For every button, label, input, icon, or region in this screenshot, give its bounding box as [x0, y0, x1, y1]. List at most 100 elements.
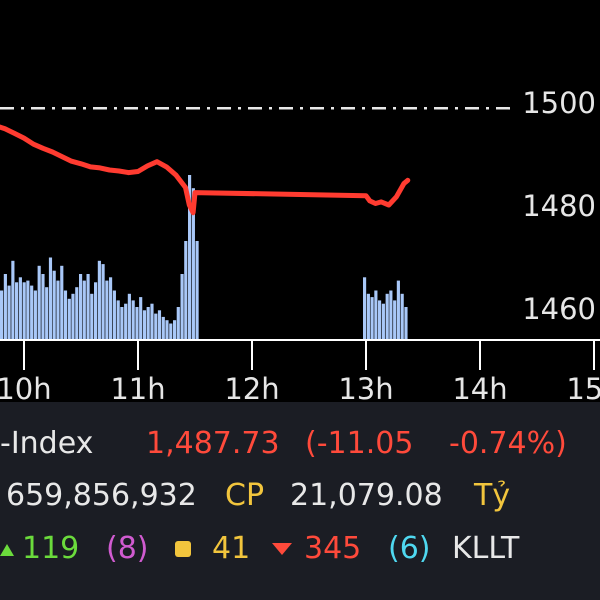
index-change-pct: -0.74%) [449, 426, 567, 461]
volume-bar [18, 277, 22, 340]
volume-bar [37, 265, 41, 341]
declining-count: 345 [304, 531, 362, 566]
volume-bar [176, 307, 180, 340]
total-value: 21,079.08 [290, 478, 443, 513]
volume-bars [0, 175, 408, 341]
index-change: (-11.05 [305, 426, 414, 461]
index-name: -Index [0, 426, 94, 461]
volume-bar [150, 303, 154, 340]
volume-bar [131, 300, 135, 340]
volume-bar [30, 285, 34, 340]
x-tick-label: 14h [452, 372, 507, 402]
volume-bar [169, 323, 173, 340]
index-line-down [0, 124, 411, 216]
volume-bar [90, 293, 94, 340]
x-axis-labels: 10h 11h 12h 13h 14h 15h [0, 372, 600, 402]
volume-bar [374, 290, 378, 340]
y-tick-label: 1500 [522, 86, 596, 120]
volume-bar [142, 310, 147, 340]
volume-bar [82, 280, 86, 340]
volume-bar [63, 290, 68, 340]
x-tick-label: 10h [0, 372, 52, 402]
volume-bar [404, 307, 408, 340]
x-tick-label: 15h [566, 372, 600, 402]
up-triangle-icon [0, 544, 14, 556]
volume-bar [173, 320, 177, 340]
volume-bar [139, 297, 143, 340]
volume-bar [112, 290, 116, 340]
volume-bar [195, 241, 199, 340]
volume-unit: CP [225, 478, 265, 513]
volume-bar [396, 280, 400, 340]
volume-bar [381, 303, 385, 340]
total-volume: 659,856,932 [6, 478, 197, 513]
advancing-count: 119 [22, 531, 80, 566]
down-triangle-icon [272, 543, 292, 555]
volume-bar [165, 320, 169, 340]
volume-bar [393, 300, 397, 340]
y-tick-label: 1480 [522, 189, 596, 223]
volume-bar [48, 257, 53, 340]
volume-bar [101, 264, 105, 340]
y-tick-label: 1460 [522, 292, 596, 326]
volume-bar [22, 282, 26, 341]
volume-bar [7, 285, 11, 340]
volume-bar [120, 307, 124, 340]
volume-bar [3, 274, 7, 340]
volume-bar [389, 290, 393, 340]
floor-count: (6) [388, 531, 431, 566]
index-price: 1,487.73 [146, 426, 280, 461]
volume-bar [0, 290, 4, 340]
unchanged-square-icon [175, 541, 191, 557]
volume-bar [127, 293, 131, 340]
volume-bar [15, 282, 19, 341]
x-tick-label: 11h [110, 372, 165, 402]
volume-bar [11, 260, 15, 340]
index-price-row: -Index 1,487.73 (-11.05 -0.74%) [0, 424, 600, 464]
volume-bar [370, 297, 374, 340]
volume-bar [146, 307, 150, 340]
market-breadth-row: 119 (8) 41 345 (6) KLLT [0, 529, 600, 569]
volume-bar [26, 280, 30, 340]
x-axis-ticks [23, 340, 595, 370]
volume-bar [161, 316, 165, 340]
volume-bar [154, 313, 158, 340]
volume-bar [33, 290, 37, 340]
volume-bar [41, 274, 45, 340]
volume-bar [184, 241, 188, 340]
volume-bar [56, 280, 60, 340]
ceiling-count: (8) [106, 531, 149, 566]
volume-bar [188, 175, 192, 340]
volume-bar [86, 274, 90, 340]
y-axis-labels: 1500 1480 1460 [522, 86, 596, 326]
volume-bar [105, 280, 109, 340]
volume-bar [400, 293, 404, 340]
value-unit: Tỷ [474, 478, 511, 513]
volume-bar [157, 310, 162, 340]
volume-bar [366, 293, 370, 340]
volume-bar [75, 287, 79, 340]
unchanged-count: 41 [212, 531, 251, 566]
volume-bar [385, 293, 389, 340]
volume-bar [363, 277, 367, 340]
volume-bar [180, 274, 184, 340]
volume-bar [71, 293, 75, 340]
volume-bar [97, 260, 101, 340]
index-info-panel: -Index 1,487.73 (-11.05 -0.74%) 659,856,… [0, 402, 600, 600]
volume-bar [52, 270, 56, 340]
trading-volume-row: 659,856,932 CP 21,079.08 Tỷ [0, 476, 600, 516]
volume-bar [378, 300, 382, 340]
x-tick-label: 13h [338, 372, 393, 402]
volume-bar [79, 274, 83, 340]
volume-bar [94, 282, 98, 341]
x-tick-label: 12h [224, 372, 279, 402]
volume-bar [191, 188, 195, 340]
kllt-label: KLLT [452, 531, 520, 566]
volume-bar [116, 300, 120, 340]
intraday-chart[interactable]: 1500 1480 1460 10h 11h 12h 13h 14h 15h [0, 0, 600, 402]
volume-bar [124, 303, 128, 340]
volume-bar [60, 265, 64, 341]
volume-bar [67, 298, 71, 341]
volume-bar [109, 277, 113, 340]
volume-bar [135, 307, 139, 340]
